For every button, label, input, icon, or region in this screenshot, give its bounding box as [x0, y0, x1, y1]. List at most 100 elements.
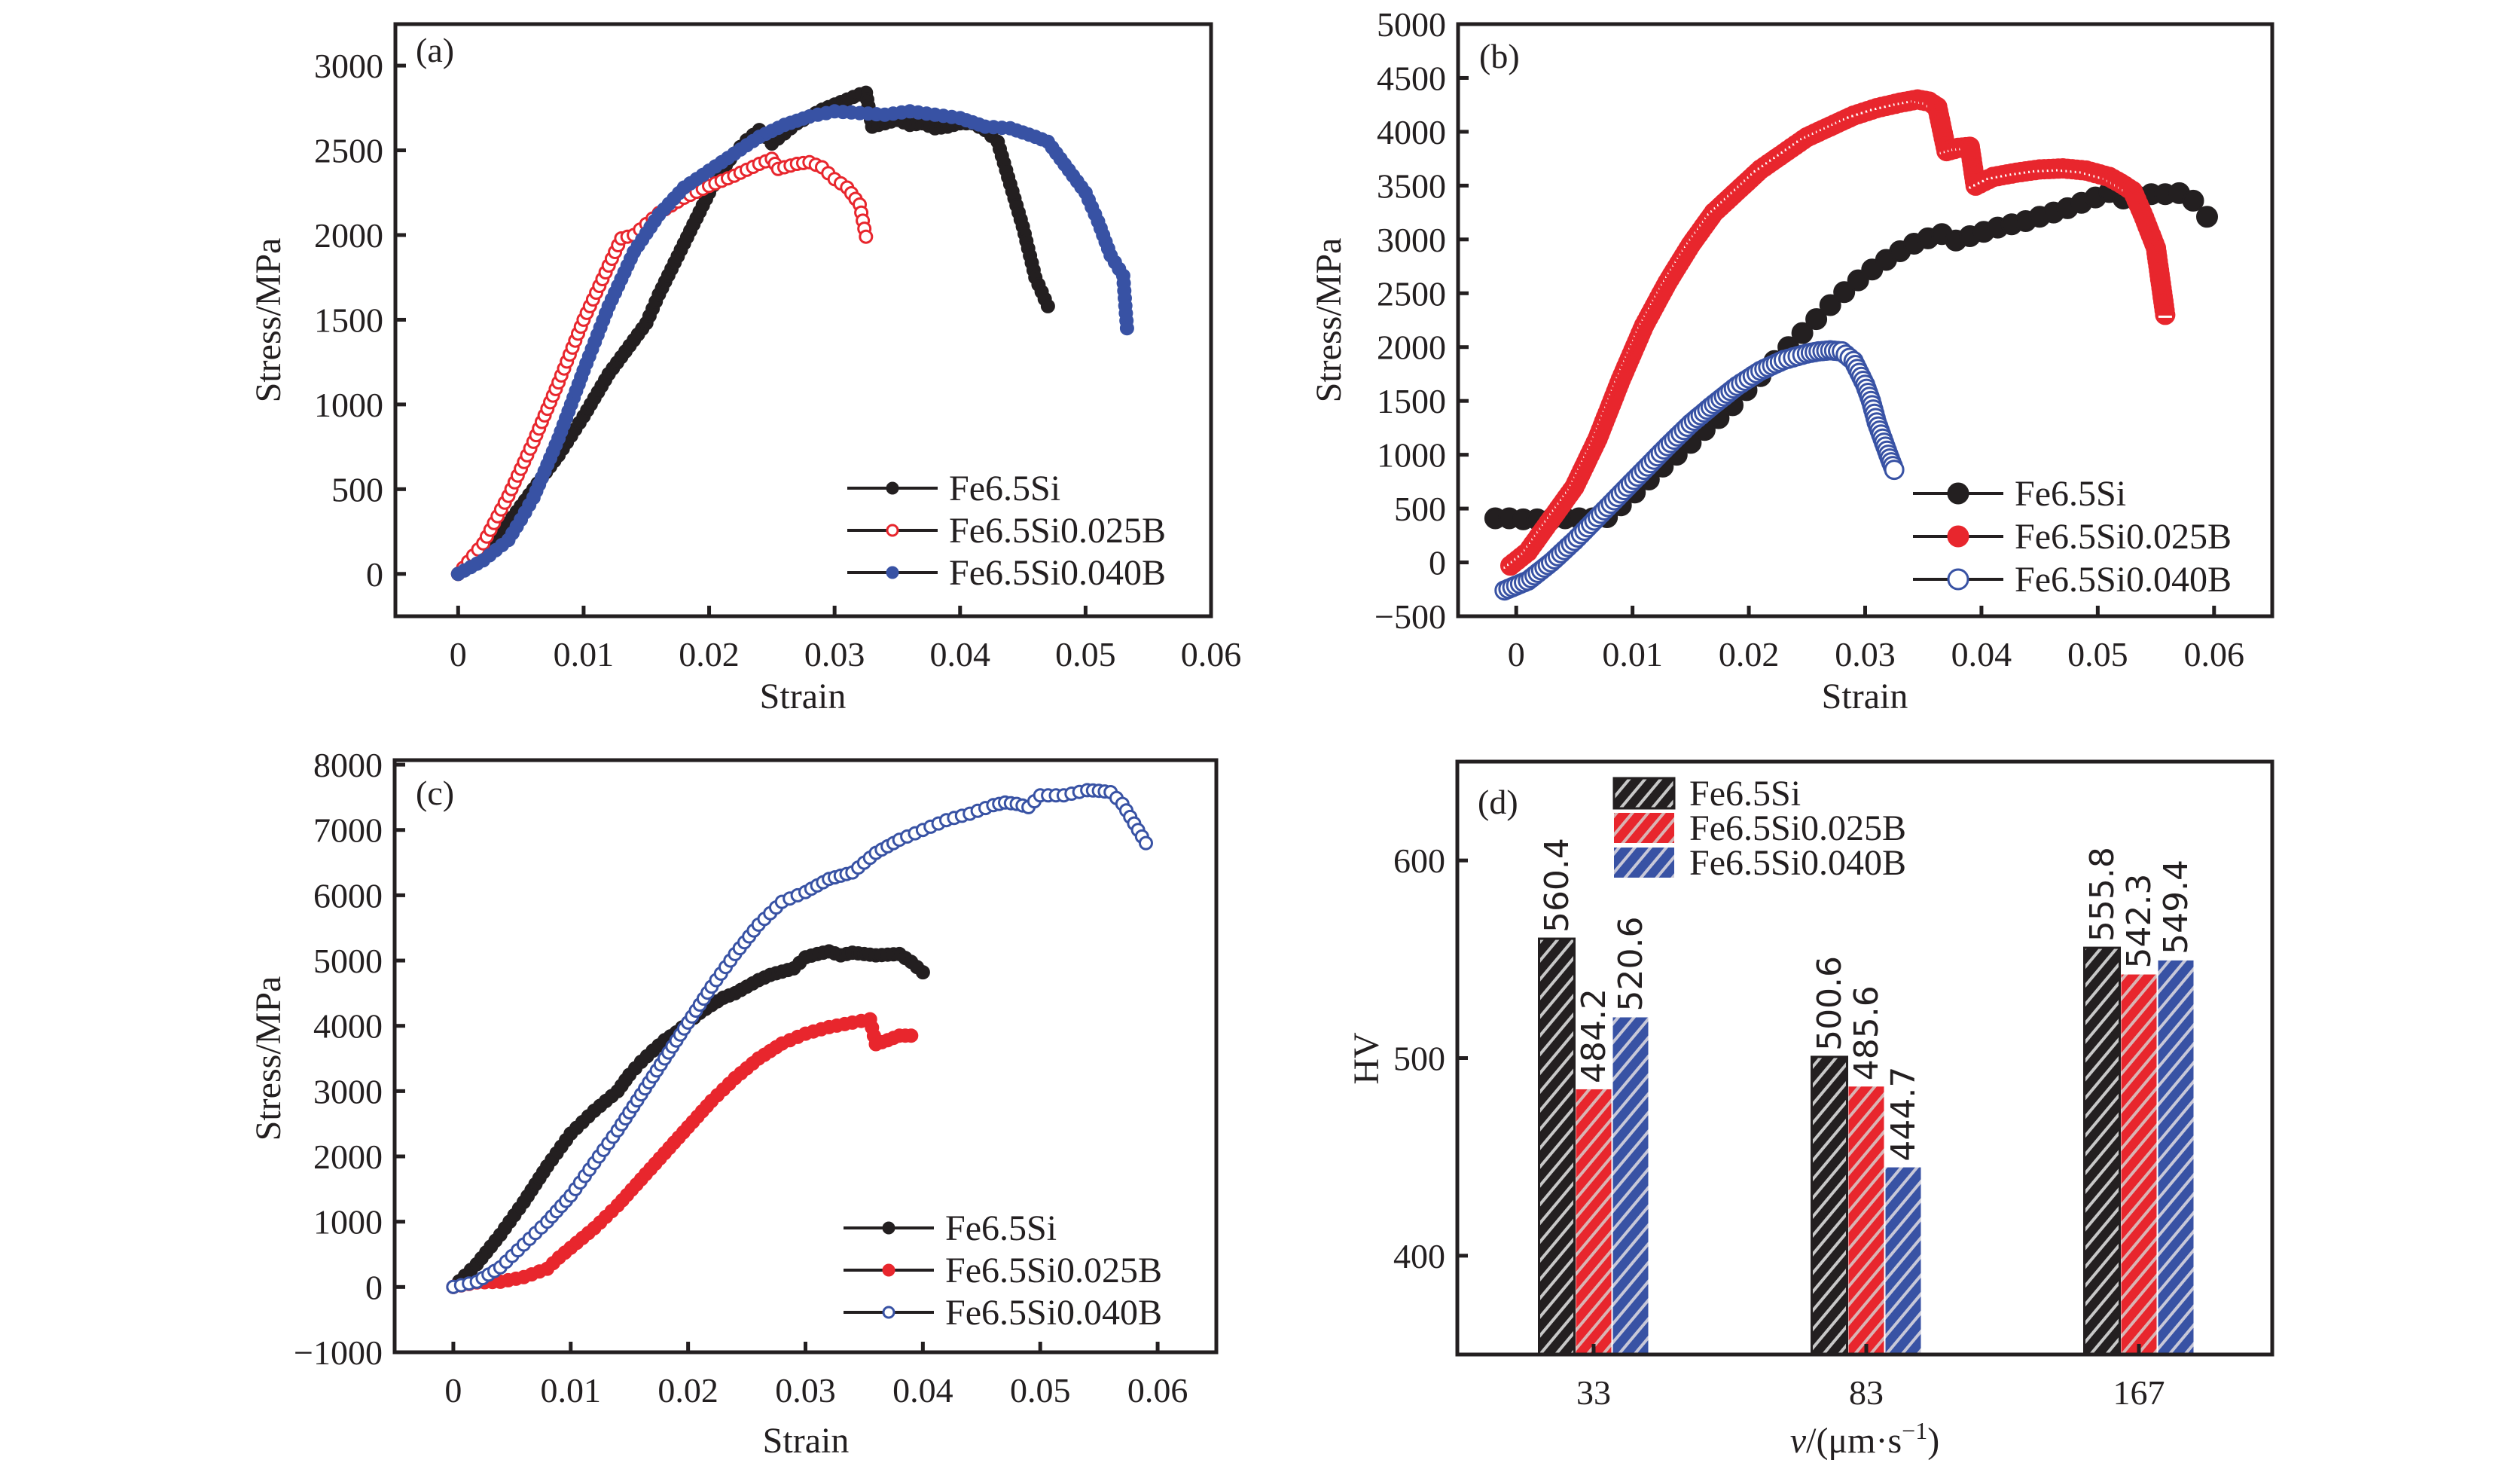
- legend-label: Fe6.5Si0.025B: [945, 1251, 1162, 1290]
- series-Fe6.5Si0.040B: 520.6 444.7 549.4: [1612, 860, 2195, 1355]
- series-Fe6.5Si0.025B: [446, 1012, 919, 1294]
- legend-label: Fe6.5Si0.040B: [949, 553, 1166, 593]
- x-tick-label: 83: [1849, 1373, 1884, 1412]
- legend-label: Fe6.5Si0.040B: [945, 1293, 1162, 1333]
- y-tick-label: 0: [366, 555, 383, 594]
- y-tick-label: 5000: [313, 942, 383, 980]
- y-tick-label: 4500: [1377, 59, 1446, 97]
- panel-c-y-axis-title: Stress/MPa: [249, 976, 288, 1141]
- x-tick-label: 33: [1576, 1373, 1611, 1412]
- x-tick-label: 0.06: [2184, 635, 2245, 673]
- y-tick-label: 8000: [313, 746, 383, 784]
- y-tick-label: 6000: [313, 876, 383, 915]
- data-point-highlight: [2158, 315, 2172, 318]
- x-tick-label: 0: [450, 635, 467, 673]
- legend-swatch: [1614, 813, 1674, 843]
- panel-b-label: (b): [1479, 37, 1520, 75]
- panel-d-axes: 400 500 600 33 83 167: [1393, 841, 2165, 1412]
- panel-a-plot-area: [450, 85, 1134, 582]
- y-tick-label: 7000: [313, 811, 383, 850]
- series-Fe6.5Si0.025B: 484.2 485.6 542.3: [1575, 874, 2158, 1355]
- data-point: [1833, 281, 1856, 304]
- legend-swatch: [1612, 777, 1676, 810]
- y-tick-label: 2000: [1377, 328, 1446, 367]
- panel-b-y-axis-title: Stress/MPa: [1309, 238, 1349, 403]
- legend-label: Fe6.5Si: [949, 469, 1060, 509]
- y-tick-label: 0: [1429, 544, 1446, 582]
- bar: [1539, 939, 1575, 1355]
- data-point: [904, 1028, 919, 1043]
- x-tick-label: 0.02: [679, 635, 740, 673]
- data-point: [1805, 308, 1828, 331]
- x-tick-label: 0.05: [1055, 635, 1116, 673]
- y-tick-label: 2000: [313, 1138, 383, 1176]
- legend-marker: [1947, 568, 1969, 591]
- data-point: [2196, 206, 2218, 228]
- bar-value-label: 560.4: [1538, 838, 1576, 933]
- bar-value-label: 549.4: [2157, 860, 2195, 954]
- data-point: [2182, 189, 2204, 212]
- series-Fe6.5Si0.025B: [1500, 89, 2176, 576]
- legend-label: Fe6.5Si0.025B: [1689, 808, 1906, 848]
- x-tick-label: 0.02: [657, 1371, 718, 1410]
- y-tick-label: −500: [1374, 597, 1446, 636]
- panel-d: 560.4 500.6 555.8 484.2 485.6 542.3 520.6 444.7…: [1347, 759, 2274, 1461]
- panel-b-x-axis-title: Strain: [1822, 677, 1908, 716]
- data-point: [1884, 460, 1905, 481]
- y-tick-label: 400: [1393, 1237, 1445, 1275]
- y-tick-label: 3500: [1377, 166, 1446, 205]
- x-tick-label: 0.02: [1719, 635, 1780, 673]
- y-tick-label: 1000: [313, 1203, 383, 1242]
- bar: [1848, 1086, 1884, 1355]
- x-tick-label: 0.04: [892, 1371, 953, 1410]
- y-tick-label: 3000: [314, 47, 383, 85]
- x-tick-label: 0.05: [2067, 635, 2128, 673]
- y-tick-label: 2500: [314, 132, 383, 170]
- bar: [2084, 948, 2120, 1355]
- y-tick-label: 1000: [1377, 436, 1446, 475]
- bar-value-label: 555.8: [2083, 847, 2122, 942]
- series-Fe6.5Si0.025B: [450, 151, 874, 582]
- bar-value-label: 520.6: [1612, 916, 1650, 1011]
- bar: [1612, 1017, 1649, 1355]
- y-tick-label: 1000: [314, 386, 383, 424]
- x-tick-label: 0: [1508, 635, 1525, 673]
- y-tick-label: 0: [365, 1268, 383, 1306]
- data-point: [1040, 298, 1055, 313]
- y-tick-label: 500: [1393, 1040, 1445, 1078]
- y-tick-label: 3000: [1377, 221, 1446, 259]
- data-point: [859, 229, 874, 244]
- legend-label: Fe6.5Si0.040B: [1689, 843, 1906, 883]
- panel-a-y-axis-title: Stress/MPa: [249, 238, 288, 403]
- y-tick-label: −1000: [294, 1333, 383, 1372]
- x-tick-label: 0.06: [1181, 635, 1242, 673]
- legend-label: Fe6.5Si0.025B: [2015, 517, 2232, 557]
- x-tick-label: 0.05: [1010, 1371, 1071, 1410]
- panel-d-x-axis-title-sup: −1: [1902, 1417, 1927, 1444]
- y-tick-label: 500: [331, 470, 383, 509]
- y-tick-label: 1500: [1377, 382, 1446, 420]
- panel-d-x-axis-title-var: v: [1790, 1421, 1807, 1461]
- legend-marker: [882, 1221, 895, 1235]
- series-Fe6.5Si0.040B: [446, 783, 1153, 1294]
- series-Fe6.5Si0.040B: [1494, 340, 1905, 601]
- panel-d-x-axis-title-close: ): [1927, 1421, 1939, 1461]
- x-tick-label: 0.01: [1602, 635, 1663, 673]
- legend-marker: [886, 524, 899, 537]
- data-point: [1791, 322, 1814, 344]
- bar-value-label: 542.3: [2120, 874, 2158, 969]
- bar: [2158, 960, 2194, 1355]
- legend-marker: [886, 566, 899, 579]
- legend-marker: [1947, 525, 1969, 548]
- bar: [2121, 974, 2157, 1355]
- legend-label: Fe6.5Si0.040B: [2015, 560, 2232, 600]
- panel-b-axes: −500 0 500 1000 1500 2000 2500 3000 3500 4000 4500…: [1374, 5, 2244, 673]
- y-tick-label: 2000: [314, 216, 383, 255]
- data-point: [915, 965, 930, 980]
- y-tick-label: 5000: [1377, 5, 1446, 44]
- x-tick-label: 0.03: [1835, 635, 1896, 673]
- data-point: [1139, 835, 1153, 851]
